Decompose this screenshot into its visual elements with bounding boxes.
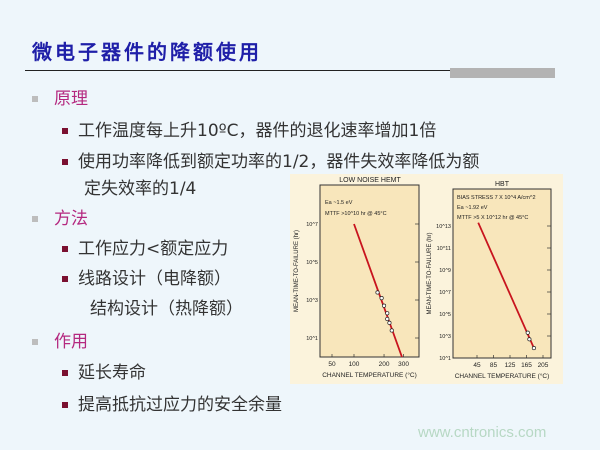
y-tick-label: 10^5: [306, 260, 318, 266]
data-point: [389, 328, 394, 333]
chart-annotation: MTTF >5 X 10^12 hr @ 45°C: [457, 215, 528, 221]
bullet-icon: [32, 216, 38, 222]
list-item-text: 工作应力<额定应力: [78, 239, 229, 259]
title-divider-bar: [450, 68, 555, 78]
x-tick-label: 200: [379, 361, 390, 368]
bullet-icon: [62, 128, 68, 134]
y-tick-label: 10^7: [439, 290, 451, 296]
chart-annotation: Ea ~1.92 eV: [457, 205, 488, 211]
x-tick-label: 165: [521, 362, 532, 369]
list-item-continuation: 定失效率的1/4: [84, 179, 197, 199]
section-heading: 方法: [54, 209, 88, 229]
x-tick-label: 300: [398, 361, 409, 368]
list-item-text: 线路设计（电降额）: [78, 269, 231, 289]
section-heading: 原理: [54, 89, 88, 109]
slide-title: 微电子器件的降额使用: [32, 40, 262, 64]
list-item-text: 结构设计（热降额）: [90, 299, 243, 319]
list-item-text: 延长寿命: [78, 363, 146, 383]
list-item-text: 使用功率降低到额定功率的1/2，器件失效率降低为额: [78, 152, 480, 172]
plot-area: [319, 184, 420, 358]
y-axis-label: MEAN-TIME-TO-FAILURE (hr): [427, 233, 433, 315]
data-point: [375, 290, 380, 295]
data-point: [527, 337, 532, 342]
watermark: www.cntronics.com: [418, 424, 547, 441]
data-point: [525, 330, 530, 335]
y-tick-label: 10^3: [306, 298, 318, 304]
bullet-icon: [62, 246, 68, 252]
section-heading: 作用: [54, 332, 88, 352]
section-method: 方法: [32, 204, 88, 229]
data-point: [531, 346, 536, 351]
y-axis-label: MEAN-TIME-TO-FAILURE (hr): [294, 230, 300, 312]
chart-annotation: MTTF >10^10 hr @ 45°C: [325, 211, 387, 217]
mttf-line: [477, 222, 535, 349]
chart-annotation: Ea ~1.5 eV: [325, 200, 353, 206]
y-tick-label: 10^5: [439, 312, 451, 318]
data-point: [379, 296, 384, 301]
x-tick-label: 100: [349, 361, 360, 368]
section-principle: 原理: [32, 84, 88, 109]
y-tick-label: 10^9: [439, 268, 451, 274]
data-point: [385, 311, 390, 316]
chart-annotation: BIAS STRESS 7 X 10^4 A/cm^2: [457, 195, 536, 201]
y-tick-label: 10^3: [439, 334, 451, 340]
chart-title: LOW NOISE HEMT: [339, 177, 401, 184]
list-item: 提高抵抗过应力的安全余量: [62, 390, 282, 415]
x-tick-label: 45: [473, 362, 481, 369]
bullet-icon: [62, 159, 68, 165]
y-tick-label: 10^1: [439, 356, 451, 362]
section-effect: 作用: [32, 327, 88, 352]
data-point: [387, 320, 392, 325]
plot-area: [452, 188, 552, 359]
y-tick-label: 10^7: [306, 222, 318, 228]
bullet-icon: [32, 339, 38, 345]
chart-title: HBT: [495, 181, 510, 188]
y-tick-label: 10^11: [437, 246, 451, 252]
list-item-text: 提高抵抗过应力的安全余量: [78, 395, 282, 415]
bullet-icon: [62, 402, 68, 408]
list-item: 延长寿命: [62, 358, 146, 383]
x-tick-label: 125: [505, 362, 516, 369]
bullet-icon: [62, 276, 68, 282]
list-item-text: 工作温度每上升10ºC，器件的退化速率增加1倍: [78, 121, 437, 141]
bullet-icon: [32, 96, 38, 102]
bullet-icon: [62, 370, 68, 376]
list-item: 使用功率降低到额定功率的1/2，器件失效率降低为额: [62, 147, 479, 172]
data-point: [381, 303, 387, 308]
list-item: 工作应力<额定应力: [62, 234, 228, 259]
x-tick-label: 205: [538, 362, 549, 369]
list-item: 工作温度每上升10ºC，器件的退化速率增加1倍: [62, 116, 436, 141]
list-item: 线路设计（电降额）: [62, 264, 231, 289]
y-tick-label: 10^13: [436, 224, 451, 230]
title-divider: [25, 70, 555, 71]
x-axis-label: CHANNEL TEMPERATURE (°C): [455, 372, 550, 380]
data-point: [385, 316, 390, 322]
x-tick-label: 85: [490, 362, 498, 369]
y-tick-label: 10^1: [306, 336, 318, 342]
x-axis-label: CHANNEL TEMPERATURE (°C): [322, 371, 417, 379]
x-tick-label: 50: [328, 361, 336, 368]
